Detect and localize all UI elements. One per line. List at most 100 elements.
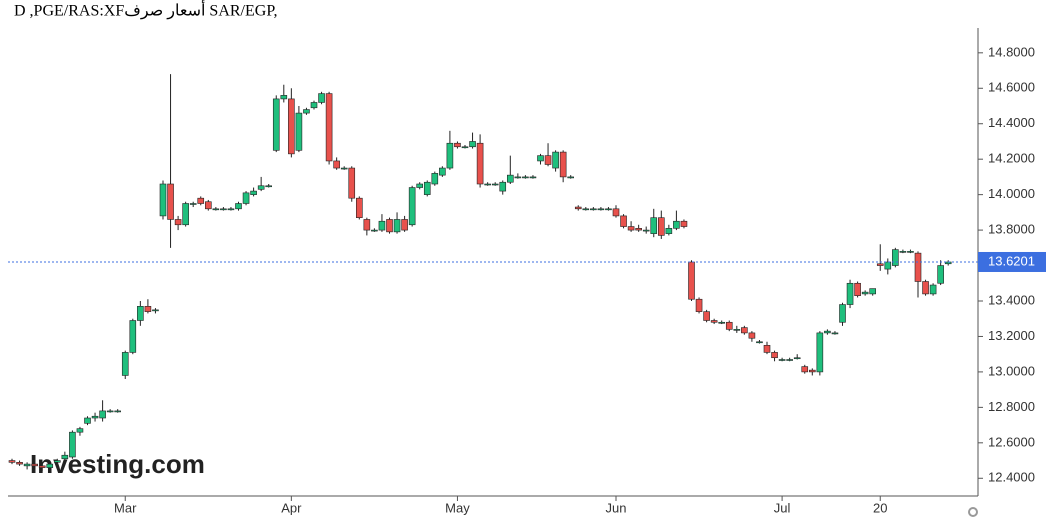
candle-body (771, 352, 778, 359)
y-tick-label: 13.4000 (988, 292, 1035, 307)
candle-body (386, 219, 393, 233)
candle-body (703, 311, 710, 321)
candle-body (869, 288, 877, 295)
candle-body (552, 151, 559, 169)
candle-body (695, 298, 703, 312)
candle-body (265, 185, 273, 188)
candle-body (741, 327, 748, 334)
candle-body (129, 320, 137, 353)
settings-icon[interactable] (968, 507, 978, 517)
candle-body (446, 142, 454, 169)
y-tick-label: 14.0000 (988, 186, 1035, 201)
candle-body (235, 203, 242, 210)
candle-body (152, 309, 159, 312)
candle-body (914, 252, 922, 282)
candle-body (854, 282, 861, 296)
y-tick-label: 14.4000 (988, 115, 1035, 130)
y-tick-label: 13.0000 (988, 363, 1035, 378)
candle-body (733, 329, 741, 331)
watermark: Investing.com (30, 449, 205, 479)
candle-body (197, 197, 205, 204)
candle-body (61, 454, 69, 460)
candle-body (884, 261, 892, 270)
candle-body (876, 263, 884, 266)
candle-body (620, 215, 627, 227)
candle-body (816, 332, 824, 373)
candle-body (431, 173, 439, 185)
candle-body (416, 183, 424, 188)
candle-body (718, 321, 726, 324)
candle-body (642, 229, 650, 232)
candle-body (544, 155, 552, 165)
candle-body (121, 352, 129, 376)
candle-body (657, 217, 665, 236)
candle-body (824, 330, 831, 334)
candle-body (401, 219, 408, 231)
candle-body (582, 208, 590, 211)
candle-body (31, 463, 38, 467)
candle-body (303, 109, 310, 114)
candle-body (69, 431, 76, 458)
candle-body (605, 208, 612, 211)
candle-body (288, 98, 295, 155)
candle-body (461, 146, 469, 149)
x-tick-label: Mar (114, 500, 137, 515)
candle-body (220, 208, 227, 211)
candle-body (408, 187, 416, 226)
candle-body (167, 183, 174, 220)
chart-title: D ,PGE/RAS:XFأسعار صرف SAR/EGP, (14, 0, 277, 20)
candle-body (650, 217, 658, 234)
candle-body (937, 265, 944, 284)
candle-body (91, 415, 99, 419)
candle-body (8, 460, 16, 463)
candle-body (567, 176, 575, 179)
candle-body (227, 208, 235, 211)
x-tick-label: 20 (873, 500, 887, 515)
candle-body (310, 102, 318, 109)
y-tick-label: 13.2000 (988, 328, 1035, 343)
candle-body (137, 306, 144, 321)
candle-body (423, 181, 431, 195)
candle-body (295, 112, 303, 151)
candle-body (280, 95, 288, 100)
candle-body (680, 220, 688, 227)
candle-body (756, 341, 763, 344)
candle-body (801, 366, 809, 373)
candle-body (439, 167, 446, 176)
candle-body (325, 93, 333, 162)
candle-body (99, 410, 106, 419)
candle-body (189, 203, 197, 205)
candle-body (506, 174, 514, 183)
x-tick-label: Jul (774, 500, 791, 515)
candle-body (16, 462, 23, 465)
y-tick-label: 14.8000 (988, 44, 1035, 59)
candle-body (38, 465, 46, 468)
x-tick-label: Jun (606, 500, 627, 515)
candle-body (688, 261, 695, 300)
candle-body (371, 229, 378, 232)
x-tick-label: Apr (281, 500, 302, 515)
candle-body (808, 369, 816, 373)
candle-body (242, 192, 250, 204)
candle-body (476, 142, 484, 185)
y-tick-label: 14.6000 (988, 80, 1035, 95)
candle-body (348, 167, 356, 199)
y-tick-label: 12.6000 (988, 434, 1035, 449)
candle-body (839, 304, 846, 323)
candle-body (76, 428, 84, 433)
candle-body (53, 460, 61, 463)
candle-body (159, 183, 167, 217)
candle-body (627, 226, 635, 231)
candle-body (748, 332, 756, 339)
last-price-label: 13.6201 (988, 253, 1035, 268)
candle-body (597, 208, 605, 211)
candle-body (710, 320, 718, 323)
candle-body (529, 176, 537, 179)
candle-body (106, 410, 114, 413)
candle-body (793, 357, 801, 360)
candle-body (491, 183, 499, 186)
candle-body (846, 282, 854, 305)
candle-body (612, 208, 620, 217)
candle-body (522, 176, 529, 179)
